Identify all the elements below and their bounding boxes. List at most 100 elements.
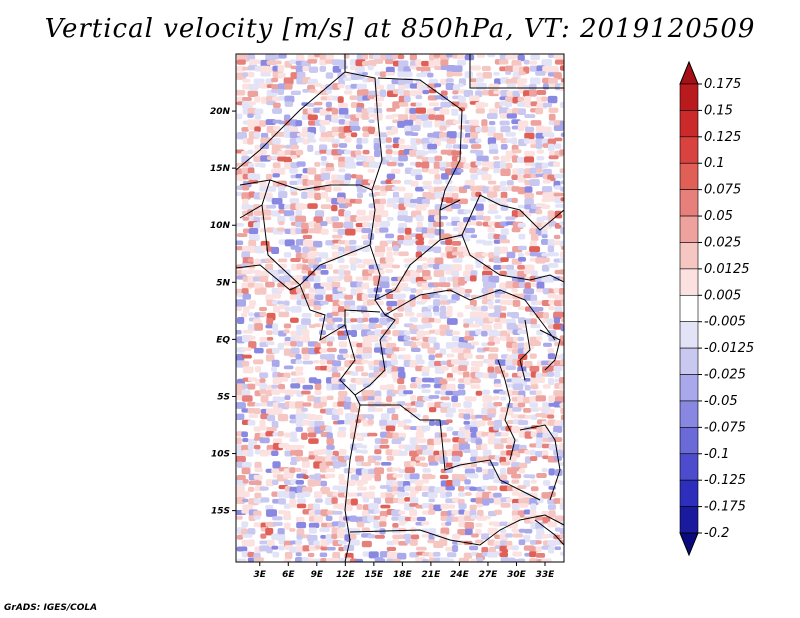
field-cell: [379, 510, 388, 518]
colorbar-label: 0.15: [704, 103, 733, 118]
field-cell: [428, 102, 440, 107]
field-cell: [272, 551, 280, 558]
field-cell: [428, 461, 439, 466]
field-cell: [440, 101, 452, 108]
field-cell: [524, 95, 532, 104]
field-cell: [440, 59, 449, 67]
colorbar-label: 0.005: [704, 288, 741, 303]
field-cell: [266, 317, 274, 325]
field-cell: [296, 534, 303, 540]
field-cell: [512, 551, 523, 557]
field-cell: [398, 251, 409, 257]
field-cell: [301, 191, 308, 199]
field-cell: [319, 125, 326, 133]
field-cell: [457, 246, 468, 253]
field-cell: [313, 378, 322, 385]
field-cell: [524, 132, 535, 140]
field-cell: [248, 300, 257, 306]
field-cell: [422, 414, 429, 423]
field-cell: [361, 353, 373, 359]
field-cell: [301, 312, 312, 318]
field-cell: [421, 521, 430, 526]
field-cell: [523, 59, 530, 65]
field-cell: [361, 462, 372, 467]
field-cell: [410, 125, 421, 132]
field-cell: [290, 359, 297, 364]
lat-tick-label: 15S: [211, 507, 230, 517]
field-cell: [386, 467, 394, 472]
field-cell: [265, 281, 275, 288]
field-cell: [320, 156, 327, 161]
field-cell: [320, 300, 329, 305]
field-cell: [427, 438, 435, 447]
field-cell: [265, 354, 275, 362]
field-cell: [392, 473, 404, 478]
field-cell: [506, 113, 517, 119]
field-cell: [253, 444, 261, 450]
field-cell: [475, 528, 482, 535]
field-cell: [488, 372, 498, 379]
field-cell: [452, 516, 460, 522]
field-cell: [314, 288, 326, 296]
field-cell: [439, 108, 450, 115]
field-cell: [445, 419, 453, 424]
field-cell: [338, 143, 348, 148]
field-cell: [421, 161, 430, 169]
field-cell: [452, 479, 461, 487]
field-cell: [350, 474, 359, 482]
field-cell: [487, 191, 498, 198]
field-cell: [368, 317, 379, 323]
field-cell: [254, 108, 264, 115]
field-cell: [254, 390, 261, 397]
field-cell: [523, 479, 531, 487]
field-cell: [374, 461, 381, 466]
field-cell: [260, 216, 272, 221]
field-cell: [350, 318, 358, 323]
field-cell: [283, 365, 294, 370]
field-cell: [421, 383, 431, 388]
field-cell: [505, 65, 514, 73]
field-cell: [242, 504, 254, 511]
field-cell: [499, 270, 508, 276]
field-cell: [499, 306, 507, 311]
field-cell: [410, 180, 419, 187]
page-title: Vertical velocity [m/s] at 850hPa, VT: 2…: [44, 14, 756, 44]
field-cell: [301, 204, 310, 209]
field-cell: [241, 360, 250, 367]
field-cell: [530, 486, 539, 492]
field-cell: [284, 239, 295, 247]
field-cell: [355, 66, 365, 73]
colorbar-label: -0.175: [704, 500, 746, 515]
field-cell: [314, 83, 323, 87]
field-cell: [529, 558, 539, 562]
field-cell: [445, 390, 454, 396]
field-cell: [452, 90, 459, 95]
lon-tick-label: 27E: [479, 570, 499, 580]
field-cell: [332, 293, 340, 302]
field-cell: [451, 72, 463, 77]
field-cell: [560, 299, 564, 307]
field-cell: [349, 515, 357, 522]
field-cell: [517, 359, 524, 367]
field-cell: [367, 534, 376, 539]
field-cell: [307, 59, 318, 64]
field-cell: [541, 252, 551, 257]
field-cell: [487, 539, 495, 546]
field-cell: [548, 305, 555, 311]
field-cell: [415, 377, 422, 385]
field-cell: [541, 59, 553, 66]
field-cell: [344, 294, 354, 300]
field-cell: [427, 474, 436, 480]
field-cell: [361, 510, 370, 517]
field-cell: [446, 299, 457, 304]
field-cell: [470, 366, 480, 374]
field-cell: [265, 431, 275, 437]
field-cell: [355, 222, 365, 228]
field-cell: [476, 360, 484, 367]
field-cell: [530, 479, 537, 484]
field-cell: [374, 149, 381, 158]
field-cell: [259, 306, 268, 312]
field-cell: [247, 377, 258, 382]
field-cell: [451, 455, 461, 462]
field-cell: [547, 276, 555, 283]
